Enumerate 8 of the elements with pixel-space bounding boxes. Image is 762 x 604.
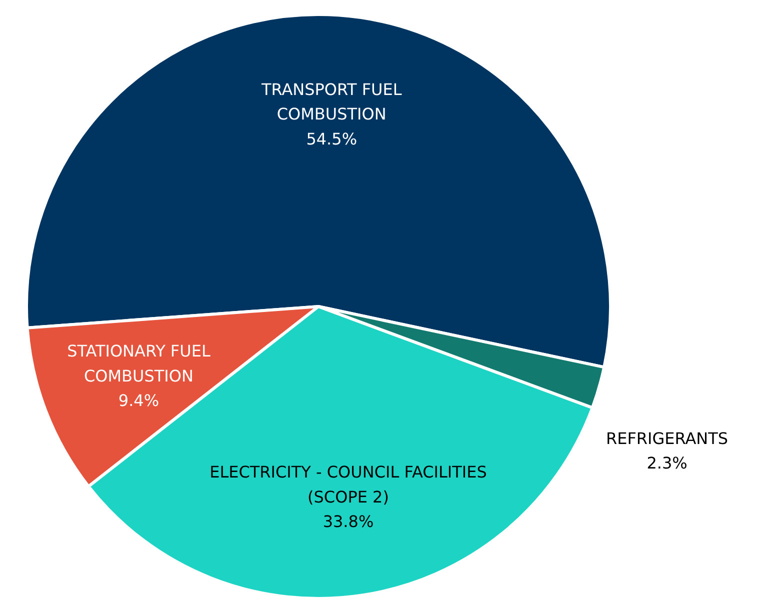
slice-label: STATIONARY FUEL COMBUSTION xyxy=(67,342,210,386)
slice-label: TRANSPORT FUEL COMBUSTION xyxy=(260,80,402,124)
slice-label: REFRIGERANTS xyxy=(606,428,728,448)
data-label: 33.8% xyxy=(322,512,374,532)
data-label: 54.5% xyxy=(306,129,358,148)
data-label: 2.3% xyxy=(646,454,688,473)
slice-label: ELECTRICITY - COUNCIL FACILITIES (SCOPE 2) xyxy=(210,462,487,506)
data-label: 9.4% xyxy=(118,391,160,410)
